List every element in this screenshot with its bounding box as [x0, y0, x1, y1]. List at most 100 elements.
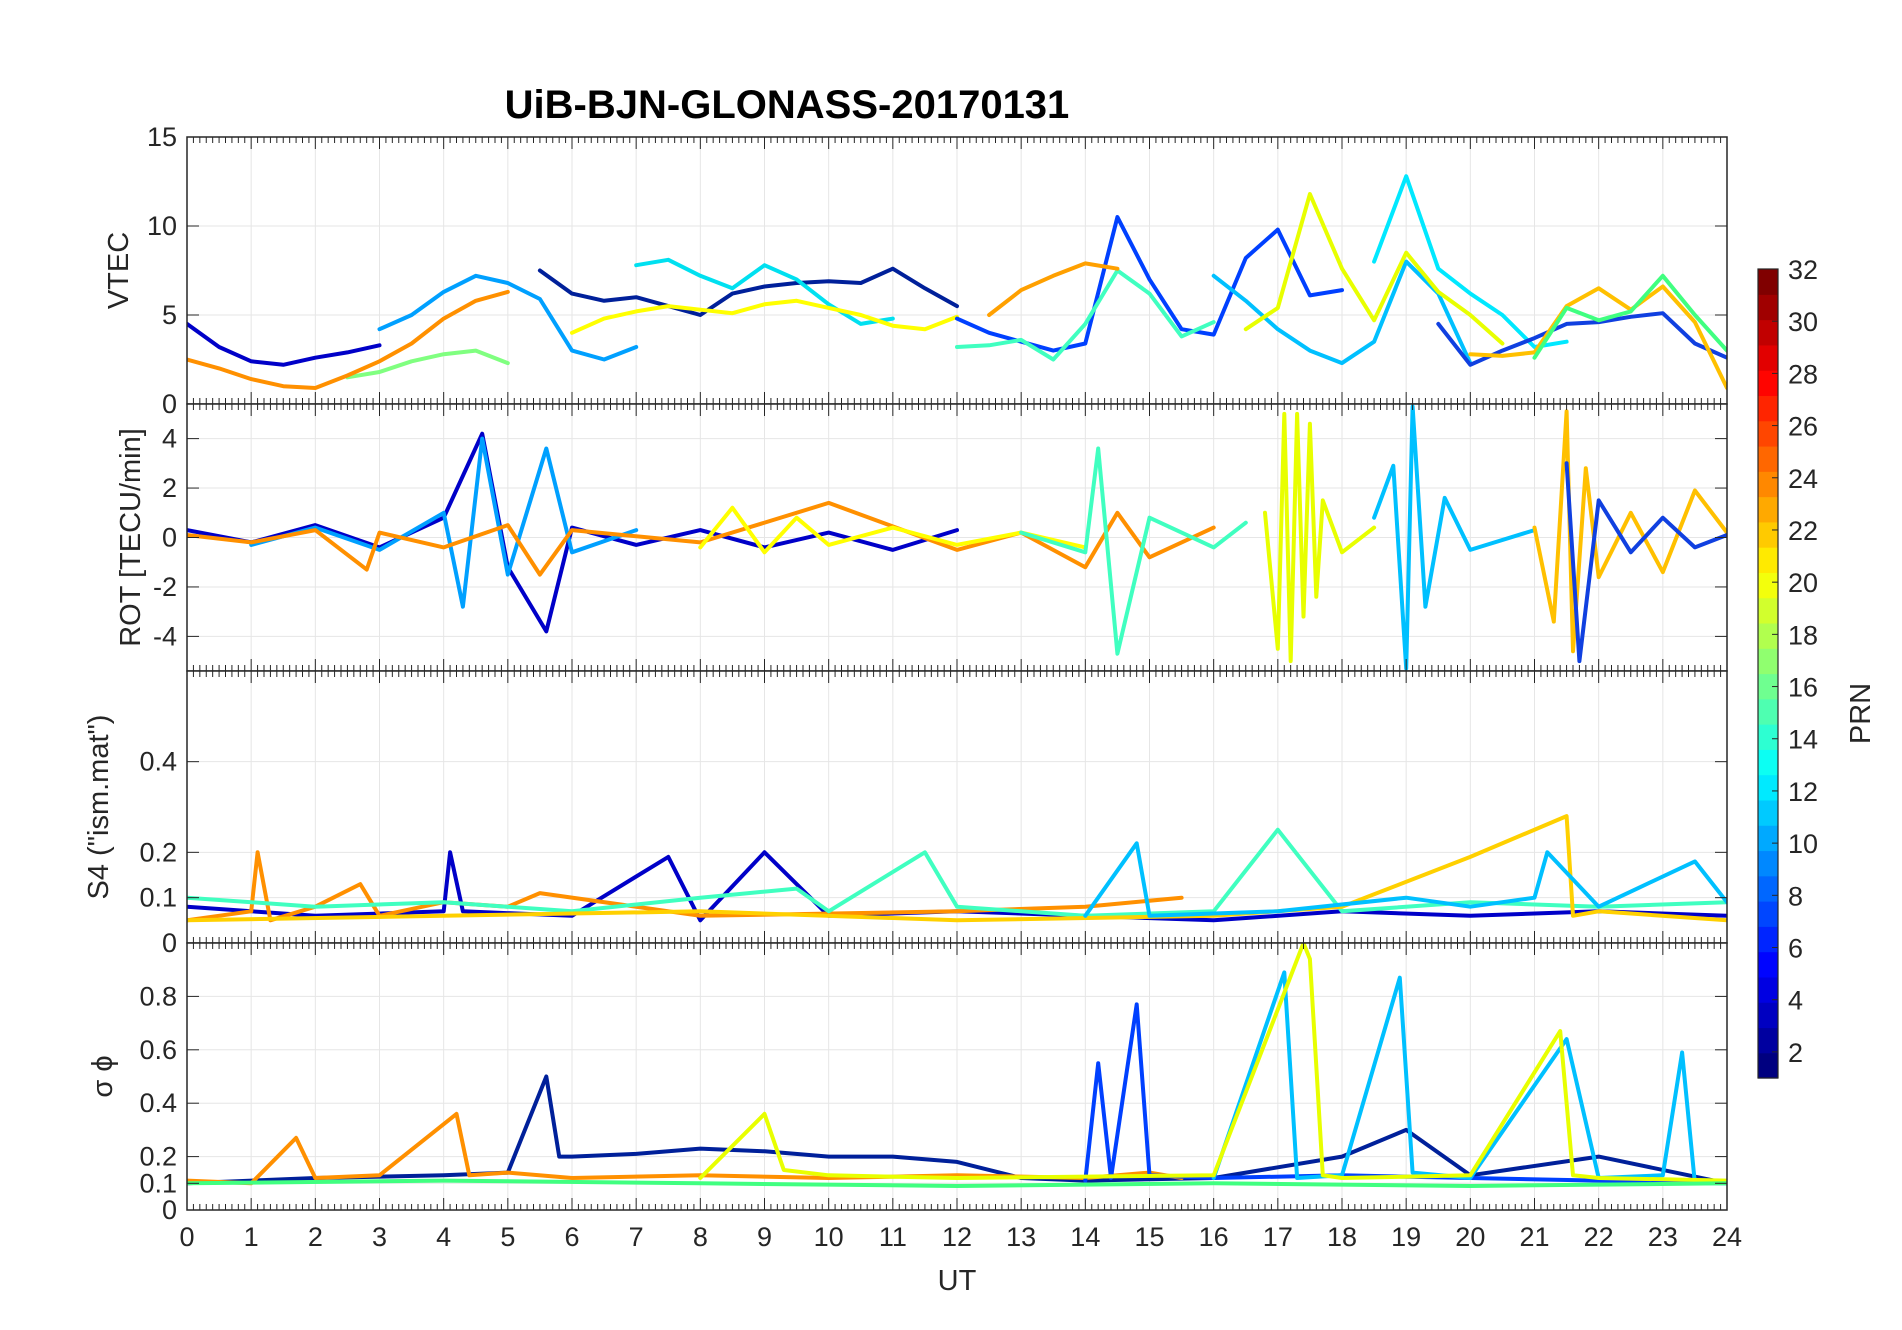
- x-tick-label: 21: [1519, 1222, 1549, 1252]
- series-line: [1263, 411, 1377, 664]
- colorbar-level: [1758, 799, 1778, 826]
- y-tick-label: 0.2: [139, 837, 177, 867]
- series-line: [187, 321, 382, 367]
- colorbar-tick-label: 18: [1788, 620, 1818, 650]
- series-line: [1564, 461, 1727, 664]
- series-group: [187, 404, 1727, 671]
- colorbar-level: [1758, 344, 1778, 371]
- series-line: [187, 850, 1184, 923]
- y-tick-label: 0.6: [139, 1035, 177, 1065]
- colorbar-tick-label: 22: [1788, 516, 1818, 546]
- y-tick-label: 0.2: [139, 1142, 177, 1172]
- colorbar-label: PRN: [1845, 683, 1877, 744]
- series-line: [698, 943, 1727, 1183]
- colorbar-level: [1758, 749, 1778, 776]
- chart-title: UiB-BJN-GLONASS-20170131: [505, 83, 1070, 127]
- series-line: [698, 505, 1088, 555]
- colorbar-tick-label: 16: [1788, 673, 1818, 703]
- colorbar-level: [1758, 496, 1778, 523]
- x-tick-label: 23: [1648, 1222, 1678, 1252]
- series-line: [187, 814, 1727, 923]
- series-line: [187, 850, 1727, 923]
- colorbar-tick-label: 8: [1788, 881, 1803, 911]
- colorbar-tick-label: 28: [1788, 359, 1818, 389]
- colorbar-level: [1758, 395, 1778, 422]
- x-tick-label: 19: [1391, 1222, 1421, 1252]
- colorbar-tick-label: 24: [1788, 464, 1818, 494]
- x-tick-label: 2: [308, 1222, 323, 1252]
- series-line: [1532, 273, 1727, 360]
- x-tick-label: 10: [814, 1222, 844, 1252]
- y-tick-label: 0: [162, 928, 177, 958]
- x-tick-label: 17: [1263, 1222, 1293, 1252]
- series-line: [377, 273, 639, 362]
- series-line: [1019, 446, 1248, 656]
- series-line: [187, 431, 959, 634]
- y-tick-label: 0.1: [139, 883, 177, 913]
- colorbar-level: [1758, 774, 1778, 801]
- series-line: [1211, 970, 1727, 1186]
- series-line: [249, 436, 639, 609]
- colorbar-level: [1758, 269, 1778, 295]
- series-line: [570, 298, 959, 335]
- colorbar-level: [1758, 370, 1778, 397]
- series-line: [345, 348, 510, 380]
- colorbar-tick-label: 6: [1788, 934, 1803, 964]
- x-tick-label: 15: [1134, 1222, 1164, 1252]
- series-line: [1083, 841, 1727, 918]
- colorbar-level: [1758, 420, 1778, 447]
- y-tick-label: 0.8: [139, 981, 177, 1011]
- colorbar-tick-label: 2: [1788, 1038, 1803, 1068]
- series-line: [537, 266, 959, 317]
- x-tick-label: 0: [179, 1222, 194, 1252]
- colorbar-tick-label: 26: [1788, 412, 1818, 442]
- panel-sigma_phi: 00.10.20.40.60.80 1 2 3 4 5 6 7 8 9 10 11 12 13 14 15 16…: [87, 942, 1742, 1252]
- x-tick-label: 13: [1006, 1222, 1036, 1252]
- y-tick-label: -2: [153, 572, 177, 602]
- x-tick-label: 24: [1712, 1222, 1742, 1252]
- series-line: [1372, 174, 1569, 349]
- colorbar-level: [1758, 698, 1778, 725]
- y-tick-label: 0.4: [139, 747, 177, 777]
- series-line: [955, 268, 1216, 362]
- x-tick-label: 5: [500, 1222, 515, 1252]
- y-axis-label: ROT [TECU/min]: [115, 428, 147, 647]
- y-axis-label: σ ϕ: [87, 1055, 119, 1097]
- colorbar-level: [1758, 1027, 1778, 1054]
- y-tick-label: 0: [162, 389, 177, 419]
- colorbar-level: [1758, 471, 1778, 498]
- y-tick-label: 10: [147, 211, 177, 241]
- series-line: [987, 261, 1120, 317]
- y-tick-label: 4: [162, 424, 177, 454]
- x-tick-label: 20: [1455, 1222, 1485, 1252]
- series-line: [187, 827, 1727, 918]
- colorbar-tick-label: 12: [1788, 777, 1818, 807]
- x-tick-label: 4: [436, 1222, 451, 1252]
- colorbar-level: [1758, 673, 1778, 700]
- colorbar-level: [1758, 572, 1778, 599]
- colorbar-tick-label: 30: [1788, 307, 1818, 337]
- x-tick-label: 9: [757, 1222, 772, 1252]
- colorbar-frame: [1757, 268, 1779, 1079]
- x-tick-label: 1: [244, 1222, 259, 1252]
- y-tick-label: 0.1: [139, 1168, 177, 1198]
- y-axis-label: S4 ("ism.mat"): [83, 715, 115, 900]
- x-tick-label: 7: [629, 1222, 644, 1252]
- colorbar-level: [1758, 875, 1778, 902]
- colorbar-tick-label: 32: [1788, 255, 1818, 285]
- colorbar-level: [1758, 1052, 1778, 1079]
- series-line: [1468, 284, 1727, 390]
- y-tick-label: 0: [162, 523, 177, 553]
- y-tick-label: 15: [147, 122, 177, 152]
- series-group: [187, 814, 1727, 923]
- y-tick-label: 0: [162, 1195, 177, 1225]
- series-line: [187, 289, 510, 390]
- colorbar-tick-label: 4: [1788, 986, 1803, 1016]
- y-tick-label: 0.4: [139, 1088, 177, 1118]
- colorbar-level: [1758, 901, 1778, 927]
- panel-rot: -4 -2 0 2 4 ROT [TECU/min]: [115, 403, 1728, 672]
- series-group: [187, 943, 1727, 1188]
- y-tick-label: 5: [162, 300, 177, 330]
